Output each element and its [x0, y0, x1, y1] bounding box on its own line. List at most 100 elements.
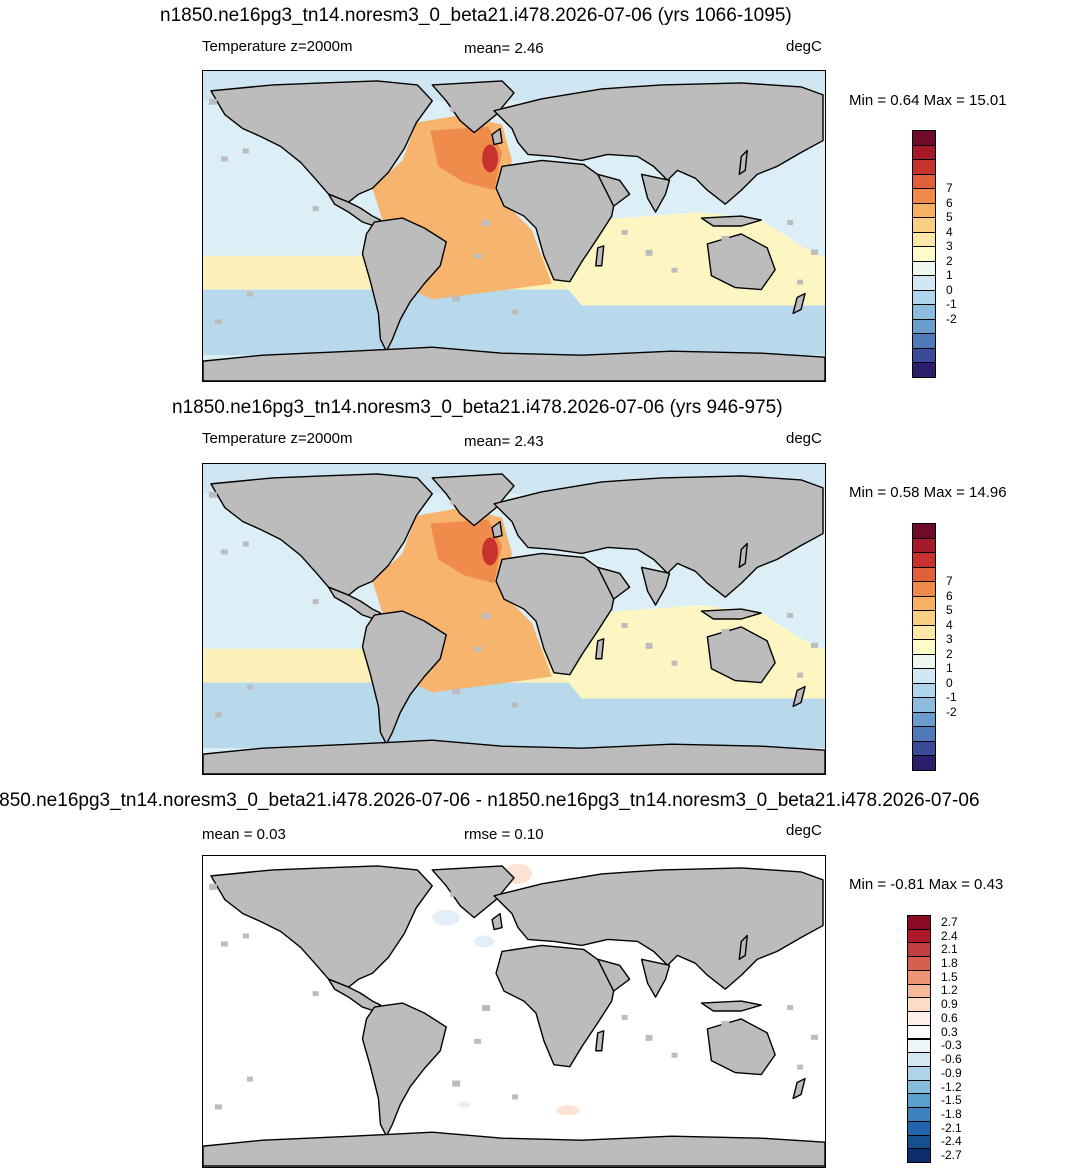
colorbar-swatch: [912, 624, 936, 641]
colorbar-swatch: [907, 1079, 931, 1095]
land-australia: [706, 233, 776, 291]
land-south-america: [361, 217, 447, 352]
land-south-america: [361, 1002, 447, 1137]
land-africa: [495, 552, 617, 676]
colorbar-swatch: [912, 523, 936, 539]
colorbar-swatch: [912, 159, 936, 175]
map-canvas: [203, 856, 825, 1167]
panel-1-mean-label: mean= 2.46: [464, 40, 544, 57]
colorbar-tick-label: 7: [946, 574, 953, 589]
colorbar-swatch: [912, 289, 936, 306]
colorbar-swatch: [912, 566, 936, 583]
land-japan: [738, 542, 748, 569]
masked-cell: [246, 1076, 253, 1082]
diff-negative-patch: [474, 935, 495, 948]
land-australia: [706, 1018, 776, 1076]
masked-cell: [312, 206, 319, 212]
colorbar-swatch: [912, 318, 936, 335]
colorbar-swatch: [912, 682, 936, 699]
masked-cell: [797, 279, 804, 285]
land-australia: [706, 626, 776, 684]
masked-cell: [811, 642, 819, 648]
panel-1-colorbar: 7 6 5 4 3 2 1 0 -1 -2: [912, 130, 972, 378]
masked-cell: [452, 688, 461, 695]
masked-cell: [208, 883, 217, 890]
masked-cell: [811, 249, 819, 255]
colorbar-swatch: [907, 1052, 931, 1067]
land-indonesia: [700, 608, 762, 620]
colorbar-swatch: [912, 202, 936, 219]
colorbar-swatch: [912, 653, 936, 670]
masked-cell: [621, 229, 628, 235]
masked-cell: [220, 941, 228, 947]
land-south-america: [361, 610, 447, 745]
colorbar-tick-label: 0: [946, 282, 953, 297]
masked-cell: [474, 646, 482, 652]
colorbar-swatch: [907, 983, 931, 999]
masked-cell: [452, 1080, 461, 1087]
colorbar-swatch: [912, 231, 936, 248]
colorbar-tick-label: 1.8: [941, 956, 958, 971]
colorbar-tick-label: -1.2: [941, 1079, 962, 1094]
colorbar-tick-label: -0.3: [941, 1038, 962, 1053]
colorbar-swatch: [907, 956, 931, 971]
masked-cell: [482, 1005, 491, 1012]
colorbar-swatch: [912, 610, 936, 626]
masked-cell: [242, 148, 249, 154]
panel-1-map: [202, 70, 826, 382]
diff-positive-patch: [555, 1105, 580, 1116]
colorbar-tick-label: 2.7: [941, 914, 958, 929]
colorbar-tick-label: 1.5: [941, 969, 958, 984]
masked-cell: [242, 933, 249, 939]
land-africa: [495, 944, 617, 1068]
panel-2-map: [202, 463, 826, 775]
colorbar-tick-label: -0.6: [941, 1052, 962, 1067]
colorbar-swatch: [907, 942, 931, 958]
land-madagascar: [595, 638, 605, 660]
colorbar-tick-label: -1: [946, 690, 957, 705]
colorbar-swatch: [912, 130, 936, 146]
masked-cell: [721, 1020, 730, 1027]
colorbar-swatch: [907, 997, 931, 1013]
panel-1-units-label: degC: [786, 38, 822, 55]
panel-1-title: n1850.ne16pg3_tn14.noresm3_0_beta21.i478…: [160, 5, 792, 26]
colorbar-tick-label: 4: [946, 617, 953, 632]
colorbar-tick-label: -2.1: [941, 1120, 962, 1135]
land-north-america: [210, 80, 433, 203]
masked-cell: [645, 249, 653, 256]
masked-cell: [621, 622, 628, 628]
colorbar-tick-label: 2.1: [941, 942, 958, 957]
colorbar-swatch: [912, 275, 936, 291]
masked-cell: [787, 613, 794, 619]
masked-cell: [787, 1005, 794, 1011]
colorbar-swatch: [907, 1065, 931, 1081]
colorbar-tick-label: 0.3: [941, 1024, 958, 1039]
land-north-america: [210, 865, 433, 988]
colorbar-tick-label: 0.9: [941, 997, 958, 1012]
colorbar-tick-label: 5: [946, 210, 953, 225]
panel-2-minmax-label: Min = 0.58 Max = 14.96: [849, 484, 1007, 501]
masked-cell: [214, 1104, 222, 1110]
colorbar-swatch: [912, 537, 936, 554]
colorbar-tick-label: 3: [946, 632, 953, 647]
colorbar-tick-label: 1: [946, 268, 953, 283]
colorbar-swatch: [912, 552, 936, 568]
masked-cell: [645, 642, 653, 649]
masked-cell: [721, 235, 730, 242]
masked-cell: [811, 1034, 819, 1040]
masked-cell: [671, 1052, 678, 1058]
diff-negative-patch: [458, 1101, 471, 1108]
masked-cell: [208, 491, 217, 498]
colorbar-swatch: [912, 144, 936, 161]
land-greenland: [431, 80, 515, 134]
colorbar-swatch: [912, 668, 936, 684]
masked-cell: [450, 106, 457, 112]
masked-cell: [645, 1034, 653, 1041]
panel-3-mean-label: mean = 0.03: [202, 826, 286, 843]
land-antarctica: [203, 346, 825, 381]
colorbar-tick-label: 7: [946, 181, 953, 196]
land-japan: [738, 934, 748, 961]
colorbar-swatch: [907, 1093, 931, 1109]
colorbar-tick-label: 6: [946, 588, 953, 603]
colorbar-swatch: [907, 1024, 931, 1040]
